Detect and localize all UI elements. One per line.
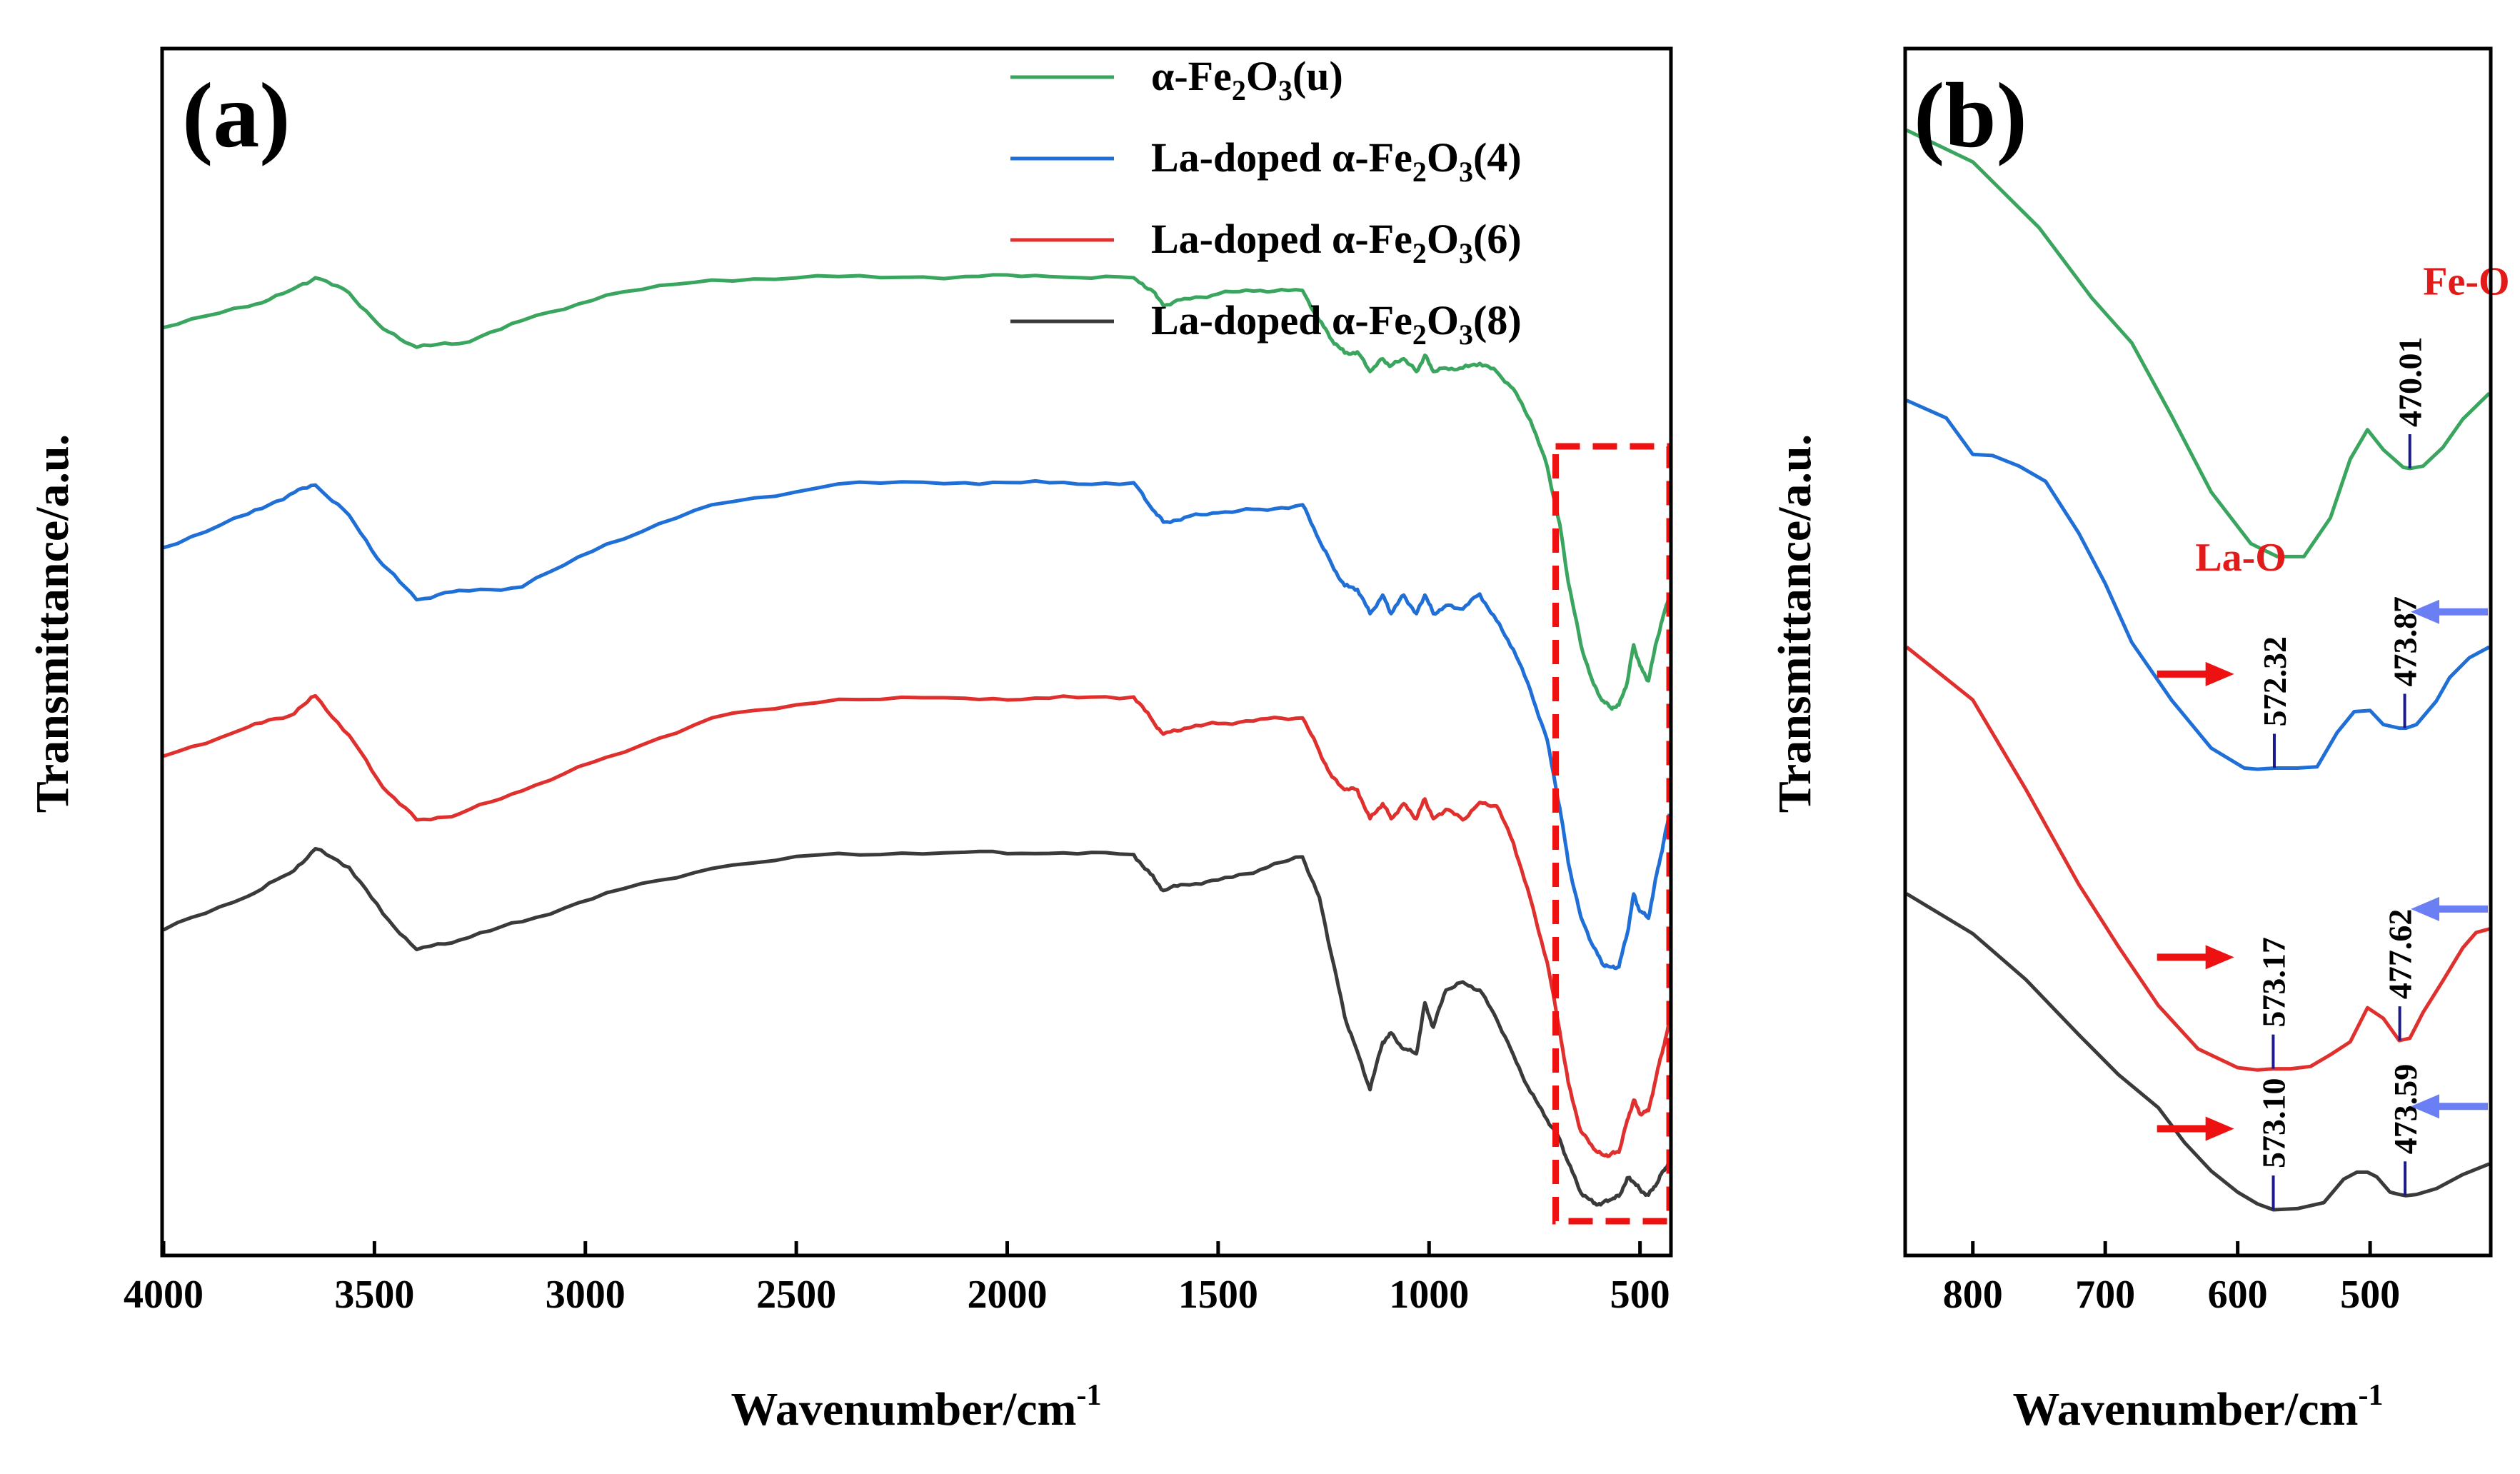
panel-a-chart: 4000 3500 3000 2500 2000 1500 1000 500 (a) α-Fe… [26, 46, 1673, 1435]
panel-b-x-tick-label: 700 [2075, 1273, 2135, 1317]
panel-a-legend: α-Fe2O3(u) La-doped α-Fe2O3(4) La-doped α-… [1010, 53, 1522, 351]
legend-label-4: La-doped α-Fe2O3(8) [1151, 297, 1522, 351]
panel-a-x-tick-label: 2000 [968, 1273, 1048, 1317]
peak-label-1: 470.01 [2392, 337, 2429, 428]
panel-a-label: (a) [182, 64, 291, 167]
panel-a-x-tick-label: 500 [1610, 1273, 1670, 1317]
panel-a-series-line-3 [163, 693, 1672, 1158]
peak-label-4: 573.17 [2255, 937, 2291, 1028]
legend-label-1: α-Fe2O3(u) [1151, 53, 1343, 106]
panel-b-x-tick-label: 600 [2208, 1273, 2268, 1317]
blue-arrow-4 [2411, 599, 2488, 624]
red-arrow-2 [2157, 945, 2234, 970]
panel-a-x-tick-label: 1500 [1178, 1273, 1258, 1317]
panel-b-series-line-2 [1905, 398, 2491, 771]
blue-arrow-6 [2411, 1094, 2488, 1119]
panel-b-series-line-4 [1905, 892, 2490, 1212]
panel-b-xlabel-main: Wavenumber/cm [2013, 1383, 2359, 1435]
panel-a-xlabel: Wavenumber/cm-1 [731, 1379, 1102, 1435]
panel-a-x-tick-label: 4000 [124, 1273, 204, 1317]
panel-b-xlabel-sup: -1 [2358, 1379, 2383, 1412]
panel-a-x-tick-label: 2500 [756, 1273, 836, 1317]
bond-label-2: La-O [2195, 536, 2286, 580]
panel-a-xlabel-sup: -1 [1076, 1379, 1101, 1412]
panel-a-x-tick-label: 3500 [334, 1273, 414, 1317]
peak-label-5: 477.62 [2382, 909, 2419, 1000]
panel-b-x-tick-label: 500 [2340, 1273, 2400, 1317]
panel-a-series-line-4 [162, 847, 1671, 1207]
legend-label-2: La-doped α-Fe2O3(4) [1151, 134, 1522, 188]
peak-label-2: 572.32 [2257, 636, 2293, 727]
panel-a-x-tick-label: 3000 [546, 1273, 626, 1317]
panel-a-x-tick-label: 1000 [1389, 1273, 1469, 1317]
bond-label-1: Fe-O [2423, 260, 2509, 304]
panel-b-x-ticks: 800 700 600 500 [1943, 1241, 2400, 1317]
panel-b-frame [1903, 46, 2493, 1258]
panel-b-series-line-3 [1905, 646, 2490, 1072]
panel-a-frame [160, 46, 1673, 1258]
panel-b-label: (b) [1914, 64, 2027, 167]
red-arrow-3 [2157, 1116, 2234, 1141]
panel-b-series-line-1 [1905, 129, 2491, 558]
panel-b-xlabel: Wavenumber/cm-1 [2013, 1379, 2384, 1435]
panel-b-series-group [1905, 129, 2491, 1212]
panel-b-arrows [2157, 599, 2488, 1141]
panel-a-series-group [162, 273, 1672, 1207]
panel-b-bond-labels: Fe-O La-O [2195, 260, 2509, 581]
panel-a-x-ticks: 4000 3500 3000 2500 2000 1500 1000 500 [124, 1241, 1670, 1317]
panel-b-ylabel: Transmittance/a.u. [1769, 434, 1821, 813]
panel-a-ylabel: Transmittance/a.u. [26, 434, 79, 813]
panel-b-x-tick-label: 800 [1943, 1273, 2003, 1317]
panel-a-series-line-2 [163, 478, 1672, 971]
legend-label-3: La-doped α-Fe2O3(6) [1151, 216, 1522, 269]
panel-a-xlabel-main: Wavenumber/cm [731, 1383, 1077, 1435]
panel-a-series-line-1 [163, 273, 1672, 711]
peak-label-6: 573.10 [2256, 1078, 2292, 1169]
blue-arrow-5 [2411, 896, 2488, 921]
red-arrow-1 [2157, 661, 2234, 686]
